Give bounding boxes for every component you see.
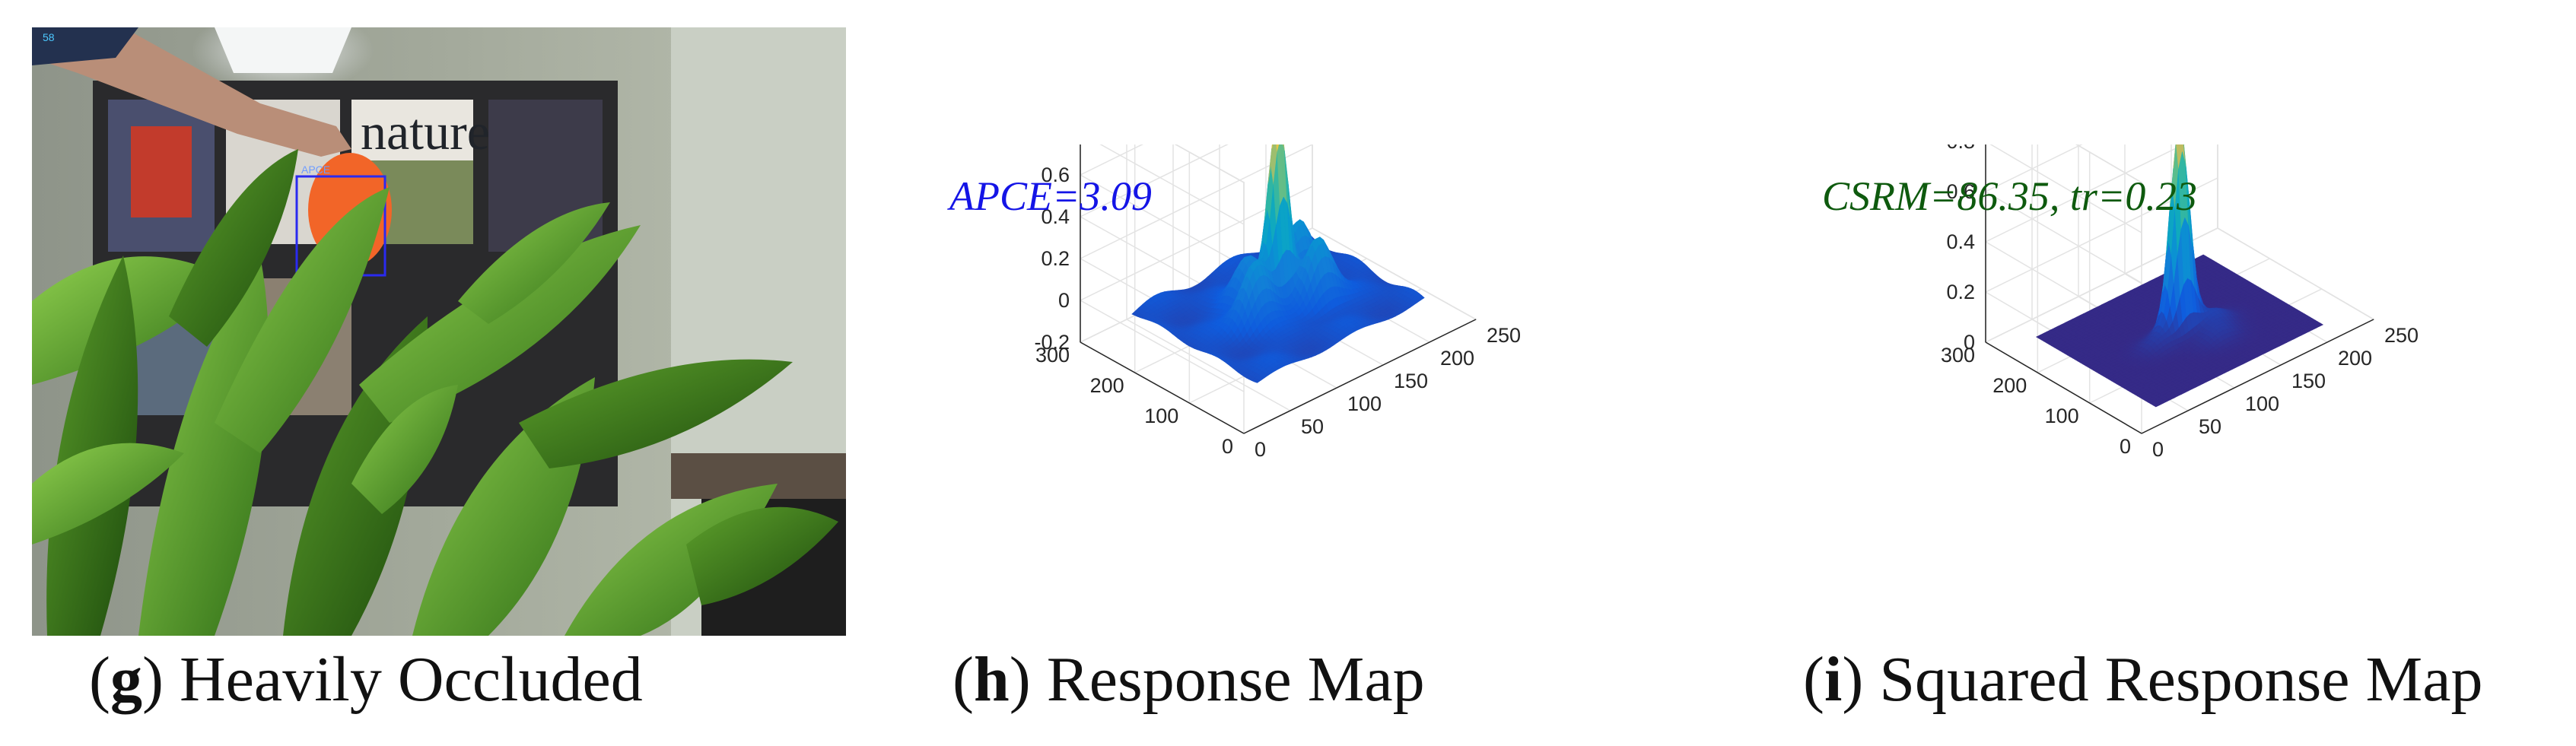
caption-letter: g: [110, 644, 142, 715]
metric-annotation: CSRM=86.35, tr=0.23: [1822, 173, 2197, 219]
x-tick-label: 50: [1301, 415, 1324, 438]
y-tick-label: 100: [1144, 405, 1178, 427]
x-tick-label: 250: [2384, 324, 2419, 347]
frame-number: 58: [43, 31, 55, 43]
caption-i: (i) Squared Response Map: [1803, 644, 2483, 715]
caption-g: (g) Heavily Occluded: [89, 644, 643, 715]
z-tick-label: 0: [1058, 289, 1070, 312]
response-map-surface-plot: 0501001502002500100200300-0.200.20.40.60…: [947, 144, 1521, 461]
caption-text: Squared Response Map: [1863, 644, 2483, 715]
plant-leaves: [32, 149, 838, 636]
x-tick-label: 100: [1347, 392, 1382, 415]
y-tick-label: 0: [1222, 435, 1233, 458]
x-tick-label: 50: [2199, 415, 2221, 438]
occluded-photo: nature APCE 58: [32, 27, 846, 636]
squared-response-map-surface-plot: 050100150200250010020030000.20.40.60.81C…: [1822, 144, 2419, 461]
surface-mesh: [2035, 144, 2324, 408]
x-tick-label: 0: [1255, 438, 1266, 461]
z-tick-label: 0.4: [1946, 230, 1975, 253]
y-axis-line: [1985, 341, 2142, 434]
z-tick-label: 0.2: [1946, 281, 1975, 303]
caption-text: Heavily Occluded: [163, 644, 643, 715]
y-tick-label: 0: [2120, 435, 2131, 458]
z-tick-label: -0.2: [1034, 331, 1070, 354]
y-axis-line: [1080, 341, 1245, 434]
magazine-title: nature: [361, 103, 490, 160]
caption-h: (h) Response Map: [952, 644, 1425, 715]
z-tick-label: 0.2: [1041, 247, 1070, 270]
panel-response-map: 0501001502002500100200300-0.200.20.40.60…: [875, 0, 1697, 746]
surface-mesh: [1131, 144, 1425, 383]
z-tick-label: 0.4: [1041, 205, 1070, 228]
tracking-box-label: APCE: [301, 163, 330, 176]
y-tick-label: 300: [1035, 344, 1070, 367]
x-tick-label: 100: [2245, 392, 2279, 415]
x-axis-line: [2141, 319, 2374, 434]
x-axis-line: [1243, 319, 1477, 434]
z-tick-label: 0.6: [1041, 163, 1070, 186]
z-tick-label: 0: [1964, 331, 1975, 354]
x-tick-label: 150: [1394, 370, 1428, 392]
y-tick-label: 100: [2045, 405, 2079, 427]
caption-letter: i: [1824, 644, 1843, 715]
caption-letter: h: [973, 644, 1010, 715]
y-tick-label: 200: [1090, 374, 1124, 397]
x-tick-label: 200: [2338, 347, 2372, 370]
metric-annotation: APCE=3.09: [947, 173, 1152, 219]
panel-heavily-occluded: nature APCE 58: [0, 0, 860, 746]
z-tick-label: 0.6: [1946, 180, 1975, 203]
x-tick-label: 200: [1440, 347, 1474, 370]
y-tick-label: 300: [1941, 344, 1975, 367]
x-tick-label: 250: [1487, 324, 1521, 347]
x-tick-label: 150: [2291, 370, 2326, 392]
x-tick-label: 0: [2152, 438, 2164, 461]
caption-text: Response Map: [1030, 644, 1425, 715]
z-tick-label: 0.8: [1946, 144, 1975, 153]
panel-squared-response-map: 050100150200250010020030000.20.40.60.81C…: [1719, 0, 2576, 746]
y-tick-label: 200: [1992, 374, 2027, 397]
